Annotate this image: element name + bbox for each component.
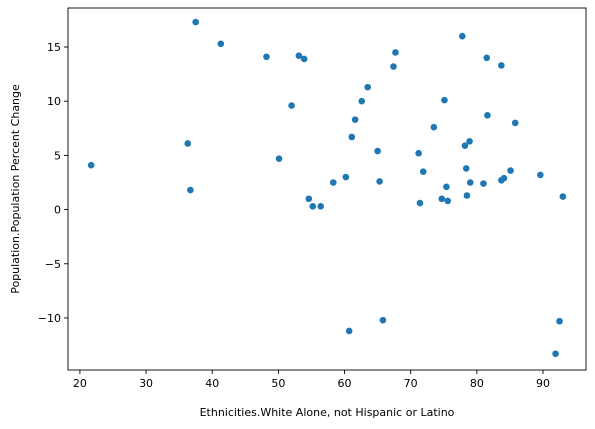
- x-tick-label-90: 90: [536, 377, 550, 390]
- data-point-7: [275, 155, 283, 162]
- y-tick-label-15: 15: [47, 41, 61, 54]
- data-point-5: [217, 40, 225, 48]
- data-point-51: [559, 193, 567, 200]
- data-point-13: [317, 203, 325, 210]
- y-tick-label--5: −5: [45, 258, 61, 271]
- y-tick-label-5: 5: [54, 149, 61, 162]
- data-point-32: [443, 183, 450, 191]
- data-point-33: [444, 197, 452, 205]
- y-tick-label-10: 10: [47, 95, 61, 108]
- data-point-41: [483, 54, 491, 62]
- data-point-23: [379, 316, 387, 324]
- x-tick-label-20: 20: [73, 377, 87, 390]
- data-point-34: [458, 32, 466, 40]
- data-point-40: [480, 180, 487, 187]
- data-point-42: [484, 112, 491, 119]
- data-point-25: [392, 49, 399, 56]
- x-tick-label-40: 40: [205, 377, 219, 390]
- data-point-1: [87, 161, 95, 169]
- data-point-6: [263, 53, 270, 61]
- x-tick-label-60: 60: [338, 377, 352, 390]
- data-point-26: [415, 149, 422, 157]
- data-point-8: [288, 102, 295, 109]
- data-point-20: [364, 83, 371, 91]
- y-axis-ticks: −10 −5 0 5 10 15: [38, 41, 68, 325]
- data-point-27: [416, 199, 424, 207]
- data-point-50: [556, 317, 563, 325]
- x-axis-label: Ethnicities.White Alone, not Hispanic or…: [200, 406, 455, 419]
- data-point-22: [376, 178, 383, 185]
- data-point-28: [419, 168, 427, 175]
- data-point-49: [552, 350, 559, 358]
- data-points: [87, 18, 567, 358]
- x-tick-label-70: 70: [404, 377, 418, 390]
- data-point-46: [507, 167, 514, 174]
- data-point-30: [438, 195, 446, 203]
- x-tick-label-80: 80: [470, 377, 484, 390]
- data-point-19: [358, 97, 366, 105]
- data-point-47: [511, 119, 519, 127]
- data-point-48: [537, 171, 544, 179]
- y-tick-label--10: −10: [38, 312, 61, 325]
- y-tick-label-0: 0: [54, 204, 61, 217]
- data-point-14: [329, 179, 337, 186]
- data-point-12: [309, 203, 317, 210]
- x-tick-label-50: 50: [271, 377, 285, 390]
- data-point-16: [345, 327, 353, 335]
- data-point-4: [192, 18, 199, 26]
- y-axis-label: Population.Population Percent Change: [9, 84, 22, 294]
- data-point-29: [430, 123, 438, 131]
- data-point-2: [184, 140, 192, 147]
- data-point-38: [466, 138, 473, 145]
- data-point-24: [390, 63, 397, 70]
- data-point-9: [295, 52, 303, 59]
- data-point-21: [374, 147, 381, 155]
- data-point-43: [498, 62, 505, 69]
- x-axis-ticks: 20 30 40 50 60 70 80 90: [73, 370, 550, 390]
- data-point-11: [305, 195, 313, 203]
- data-point-18: [351, 116, 359, 123]
- data-point-31: [441, 96, 448, 104]
- x-tick-label-30: 30: [139, 377, 153, 390]
- data-point-15: [342, 173, 350, 181]
- data-point-37: [463, 192, 471, 199]
- plot-area-frame: [67, 7, 587, 371]
- data-point-45: [500, 174, 508, 182]
- data-point-17: [348, 133, 356, 141]
- data-point-10: [300, 55, 308, 63]
- data-point-39: [466, 179, 474, 186]
- data-point-36: [462, 165, 470, 172]
- data-point-35: [461, 142, 469, 149]
- data-point-3: [187, 186, 194, 194]
